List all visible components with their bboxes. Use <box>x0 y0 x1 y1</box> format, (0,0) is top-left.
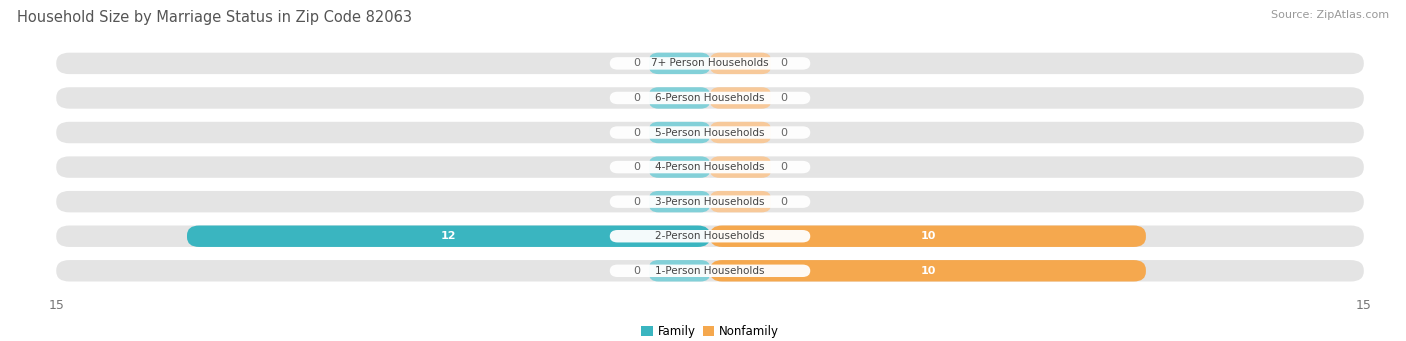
FancyBboxPatch shape <box>56 191 1364 212</box>
FancyBboxPatch shape <box>56 87 1364 109</box>
FancyBboxPatch shape <box>56 122 1364 143</box>
Text: 12: 12 <box>440 231 457 241</box>
Text: 5-Person Households: 5-Person Households <box>655 128 765 137</box>
FancyBboxPatch shape <box>56 225 1364 247</box>
Text: 0: 0 <box>780 197 787 207</box>
FancyBboxPatch shape <box>710 122 770 143</box>
FancyBboxPatch shape <box>650 191 710 212</box>
FancyBboxPatch shape <box>710 53 770 74</box>
FancyBboxPatch shape <box>650 260 710 282</box>
FancyBboxPatch shape <box>56 157 1364 178</box>
FancyBboxPatch shape <box>56 53 1364 74</box>
Text: 3-Person Households: 3-Person Households <box>655 197 765 207</box>
Text: 2-Person Households: 2-Person Households <box>655 231 765 241</box>
Text: Household Size by Marriage Status in Zip Code 82063: Household Size by Marriage Status in Zip… <box>17 10 412 25</box>
Text: 0: 0 <box>780 162 787 172</box>
Text: 0: 0 <box>780 58 787 69</box>
FancyBboxPatch shape <box>650 157 710 178</box>
FancyBboxPatch shape <box>610 195 810 208</box>
Text: 7+ Person Households: 7+ Person Households <box>651 58 769 69</box>
Text: 0: 0 <box>633 266 640 276</box>
Text: 0: 0 <box>633 162 640 172</box>
Text: 0: 0 <box>780 93 787 103</box>
FancyBboxPatch shape <box>710 260 1146 282</box>
FancyBboxPatch shape <box>610 161 810 173</box>
Text: 0: 0 <box>633 93 640 103</box>
Text: 0: 0 <box>633 128 640 137</box>
Text: 6-Person Households: 6-Person Households <box>655 93 765 103</box>
FancyBboxPatch shape <box>710 191 770 212</box>
FancyBboxPatch shape <box>710 225 1146 247</box>
Text: Source: ZipAtlas.com: Source: ZipAtlas.com <box>1271 10 1389 20</box>
Text: 0: 0 <box>633 58 640 69</box>
Text: 1-Person Households: 1-Person Households <box>655 266 765 276</box>
FancyBboxPatch shape <box>610 265 810 277</box>
FancyBboxPatch shape <box>610 126 810 139</box>
FancyBboxPatch shape <box>650 87 710 109</box>
FancyBboxPatch shape <box>187 225 710 247</box>
FancyBboxPatch shape <box>610 92 810 104</box>
Text: 0: 0 <box>633 197 640 207</box>
Text: 10: 10 <box>921 266 935 276</box>
Text: 0: 0 <box>780 128 787 137</box>
FancyBboxPatch shape <box>650 122 710 143</box>
FancyBboxPatch shape <box>650 53 710 74</box>
Text: 4-Person Households: 4-Person Households <box>655 162 765 172</box>
FancyBboxPatch shape <box>610 57 810 70</box>
Text: 10: 10 <box>921 231 935 241</box>
FancyBboxPatch shape <box>710 87 770 109</box>
FancyBboxPatch shape <box>710 157 770 178</box>
Legend: Family, Nonfamily: Family, Nonfamily <box>637 321 783 341</box>
FancyBboxPatch shape <box>610 230 810 242</box>
FancyBboxPatch shape <box>56 260 1364 282</box>
